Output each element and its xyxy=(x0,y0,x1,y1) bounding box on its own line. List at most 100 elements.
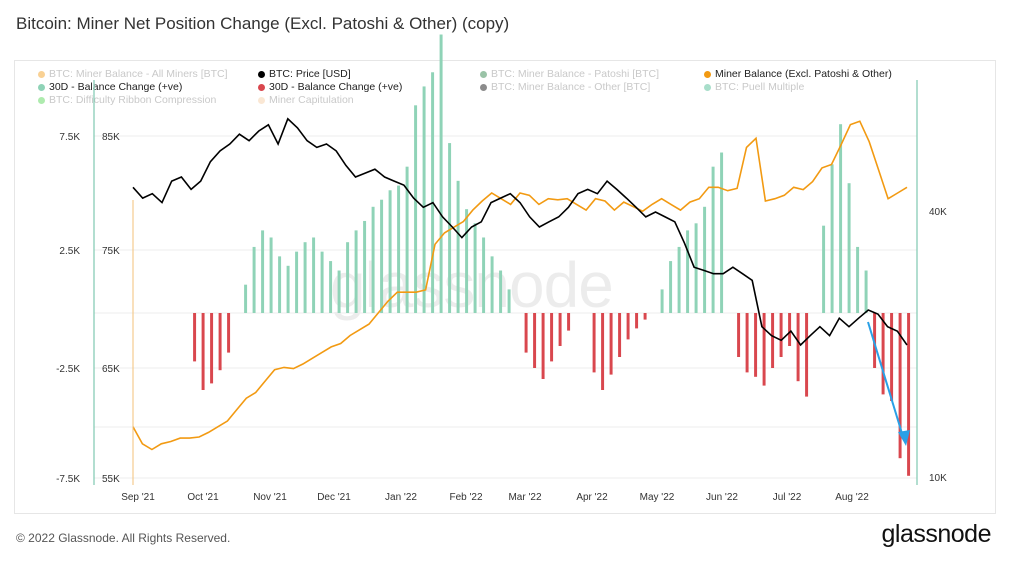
axes: 7.5K 2.5K -2.5K -7.5K 85K 75K 65K 55K 40K 10K Sep … xyxy=(56,80,947,503)
bar-positive xyxy=(303,242,307,313)
bar-positive xyxy=(422,86,426,313)
legend-label: 30D - Balance Change (+ve) xyxy=(49,81,183,93)
legend-item-change-positive[interactable]: 30D - Balance Change (+ve) xyxy=(38,81,182,93)
x-tick-label: Jan '22 xyxy=(385,492,417,503)
bar-positive xyxy=(465,209,469,313)
bar-positive xyxy=(660,289,664,313)
bar-negative xyxy=(618,313,622,357)
legend-dot-icon xyxy=(480,70,487,78)
bar-negative xyxy=(533,313,537,368)
bar-positive xyxy=(278,256,282,313)
legend-item-miner-balance-all[interactable]: BTC: Miner Balance - All Miners [BTC] xyxy=(38,68,228,80)
legend-item-miner-balance-other[interactable]: BTC: Miner Balance - Other [BTC] xyxy=(480,81,650,93)
bar-positive xyxy=(414,105,418,313)
bar-positive xyxy=(286,265,290,313)
annotation-arrow xyxy=(867,321,905,441)
legend-dot-icon xyxy=(704,70,711,78)
legend-label: Miner Capitulation xyxy=(269,94,354,106)
x-tick-label: Aug '22 xyxy=(835,492,869,503)
legend-item-miner-balance-excl[interactable]: Miner Balance (Excl. Patoshi & Other) xyxy=(704,68,892,80)
chart-title: Bitcoin: Miner Net Position Change (Excl… xyxy=(16,14,510,33)
x-tick-label: Jul '22 xyxy=(773,492,802,503)
bar-positive xyxy=(252,246,256,313)
bar-positive xyxy=(669,261,673,313)
bar-positive xyxy=(677,246,681,313)
bar-negative xyxy=(210,313,214,384)
legend-dot-icon xyxy=(38,83,45,91)
y-left-change-tick-label: -2.5K xyxy=(56,364,80,375)
legend-item-change-negative[interactable]: 30D - Balance Change (+ve) xyxy=(258,81,402,93)
legend-label: BTC: Miner Balance - Other [BTC] xyxy=(491,81,651,93)
bar-positive xyxy=(686,230,690,313)
bar-positive xyxy=(354,230,358,313)
bar-positive xyxy=(847,183,851,313)
bar-positive xyxy=(448,143,452,313)
bar-negative xyxy=(524,313,528,353)
bar-positive xyxy=(439,34,443,314)
x-tick-label: Oct '21 xyxy=(187,492,219,503)
legend-label: BTC: Difficulty Ribbon Compression xyxy=(49,94,217,106)
bar-positive xyxy=(499,270,503,313)
legend-label: BTC: Price [USD] xyxy=(269,68,351,80)
bar-negative xyxy=(805,313,809,397)
legend-item-puell-multiple[interactable]: BTC: Puell Multiple xyxy=(704,81,804,93)
miner-balance-line xyxy=(132,120,908,451)
bar-positive xyxy=(346,242,350,313)
bar-negative xyxy=(737,313,741,357)
bar-negative xyxy=(907,313,911,476)
bar-negative xyxy=(193,313,197,362)
legend-item-miner-balance-patoshi[interactable]: BTC: Miner Balance - Patoshi [BTC] xyxy=(480,68,659,80)
bar-negative xyxy=(227,313,231,353)
bar-negative xyxy=(779,313,783,357)
bar-positive xyxy=(320,251,324,313)
bar-positive xyxy=(269,237,273,313)
annotation-arrow-head-icon xyxy=(898,430,910,446)
watermark: glassnode xyxy=(330,249,614,321)
legend-dot-icon xyxy=(38,70,45,78)
bar-positive xyxy=(864,270,868,313)
bar-negative xyxy=(643,313,647,320)
bar-negative xyxy=(609,313,613,375)
bar-series xyxy=(193,34,911,476)
bar-negative xyxy=(890,313,894,401)
y-left-balance-tick-label: 75K xyxy=(102,246,120,257)
legend-item-miner-capitulation[interactable]: Miner Capitulation xyxy=(258,94,354,106)
bar-positive xyxy=(720,152,724,313)
bar-positive xyxy=(371,206,375,313)
bar-negative xyxy=(635,313,639,329)
bar-positive xyxy=(830,164,834,313)
x-tick-label: Dec '21 xyxy=(317,492,351,503)
bar-positive xyxy=(456,180,460,313)
legend-label: Miner Balance (Excl. Patoshi & Other) xyxy=(715,68,892,80)
x-tick-label: Feb '22 xyxy=(449,492,482,503)
legend-item-price[interactable]: BTC: Price [USD] xyxy=(258,68,351,80)
legend-label: BTC: Miner Balance - Patoshi [BTC] xyxy=(491,68,660,80)
bar-positive xyxy=(329,261,333,313)
bar-negative xyxy=(754,313,758,377)
bar-negative xyxy=(550,313,554,362)
y-left-change-tick-label: 7.5K xyxy=(59,132,80,143)
grid-lines xyxy=(94,135,917,479)
bar-positive xyxy=(397,185,401,313)
bar-positive xyxy=(482,237,486,313)
x-tick-label: Apr '22 xyxy=(576,492,608,503)
x-tick-label: May '22 xyxy=(640,492,675,503)
bar-positive xyxy=(380,199,384,313)
x-tick-label: Nov '21 xyxy=(253,492,287,503)
copyright-text: © 2022 Glassnode. All Rights Reserved. xyxy=(16,531,231,545)
legend-label: BTC: Miner Balance - All Miners [BTC] xyxy=(49,68,228,80)
legend-dot-icon xyxy=(258,83,265,91)
y-right-price-tick-label: 10K xyxy=(929,473,947,484)
bar-negative xyxy=(567,313,571,331)
line-series xyxy=(132,117,910,451)
legend-item-difficulty-ribbon[interactable]: BTC: Difficulty Ribbon Compression xyxy=(38,94,216,106)
bar-negative xyxy=(626,313,630,340)
y-left-balance-tick-label: 65K xyxy=(102,364,120,375)
bar-positive xyxy=(388,190,392,313)
bar-positive xyxy=(473,223,477,313)
bar-positive xyxy=(261,230,265,313)
bar-positive xyxy=(839,124,843,313)
legend-dot-icon xyxy=(258,70,265,78)
bar-positive xyxy=(363,220,367,313)
bar-negative xyxy=(796,313,800,382)
